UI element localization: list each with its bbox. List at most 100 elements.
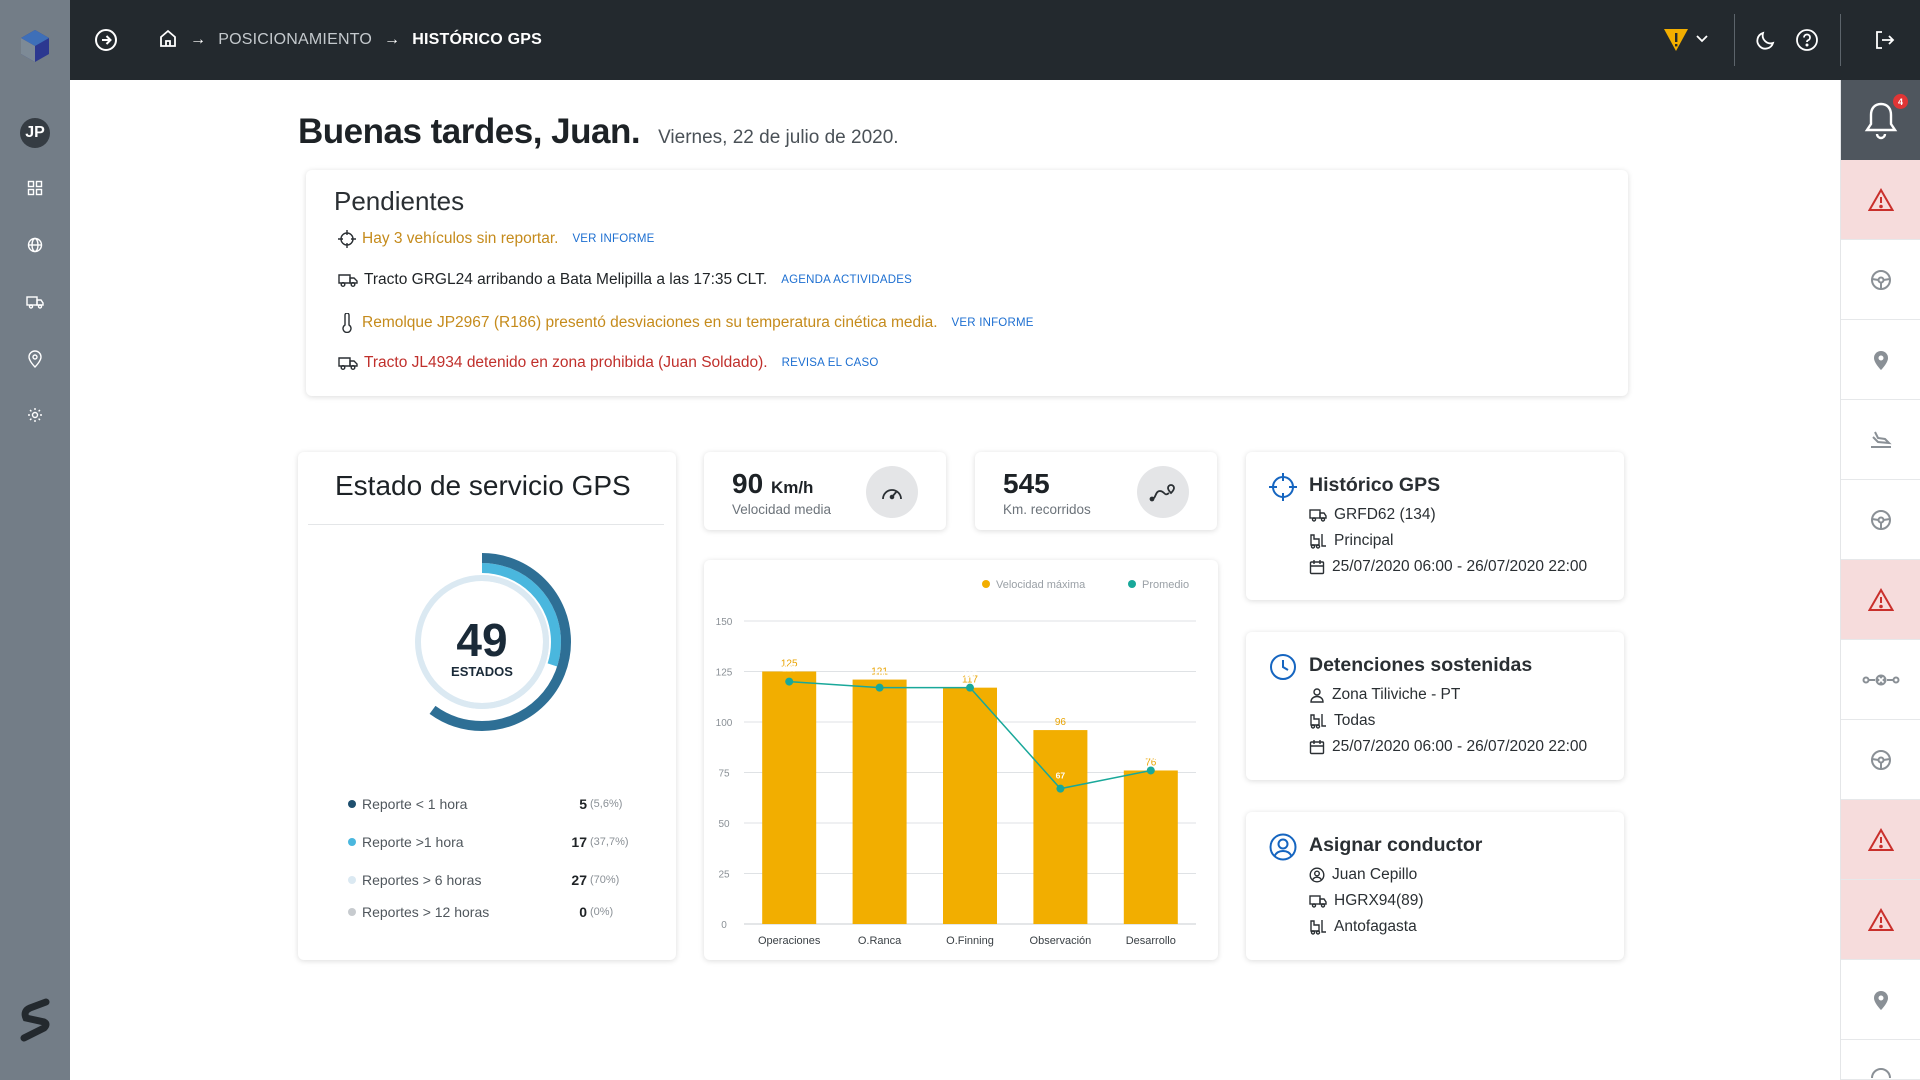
info-row: Principal — [1309, 532, 1393, 550]
speed-value-wrapper: 90 Km/h — [732, 468, 813, 500]
location-pin-icon[interactable] — [1841, 960, 1920, 1040]
steering-wheel-icon[interactable] — [1841, 1040, 1920, 1080]
y-tick-label: 50 — [718, 819, 730, 830]
speed-unit: Km/h — [770, 478, 814, 497]
speed-bar-chart: 0 25 50 75 100 125 150 125 Operaciones 121 O.Ranca… — [716, 579, 1196, 947]
globe-icon[interactable] — [15, 225, 55, 265]
line-value-label: 76 — [1146, 752, 1156, 762]
distance-label: Km. recorridos — [1003, 502, 1091, 517]
info-text: Antofagasta — [1334, 918, 1417, 935]
legend-label: Reportes > 12 horas — [362, 904, 490, 920]
speed-metric-card: 90 Km/h Velocidad media — [704, 452, 946, 530]
pending-card: Pendientes Hay 3 vehículos sin reportar.… — [306, 170, 1628, 396]
crosshair-icon — [1269, 473, 1297, 501]
legend-dot — [348, 908, 356, 916]
asignar-conductor-card[interactable]: Asignar conductor Juan Cepillo HGRX94(89… — [1246, 812, 1624, 960]
legend-value: 17 — [571, 834, 587, 850]
location-pin-icon[interactable] — [1841, 320, 1920, 400]
info-row: HGRX94(89) — [1309, 892, 1424, 910]
legend-dot — [348, 876, 356, 884]
notifications-bell[interactable]: 4 — [1841, 80, 1920, 160]
greeting-title: Buenas tardes, Juan. — [298, 112, 641, 151]
legend-item: Reportes > 6 horas 27 (70%) — [348, 872, 628, 888]
warning-icon[interactable] — [1841, 880, 1920, 960]
warning-icon[interactable] — [1841, 800, 1920, 880]
info-row: Todas — [1309, 712, 1375, 730]
y-tick-label: 150 — [716, 617, 733, 628]
ver-informe-link[interactable]: VER INFORME — [951, 317, 1034, 329]
gps-service-card: Estado de servicio GPS 49 ESTADOS Report… — [298, 452, 676, 960]
thermometer-icon — [342, 313, 352, 333]
historico-gps-card[interactable]: Histórico GPS GRFD62 (134) Principal 25/… — [1246, 452, 1624, 600]
legend-percent: (5,6%) — [590, 798, 623, 810]
info-text: 25/07/2020 06:00 - 26/07/2020 22:00 — [1332, 738, 1588, 755]
forklift-icon — [1310, 920, 1326, 935]
truck-icon — [338, 357, 358, 370]
distance-value: 545 — [1003, 468, 1050, 499]
route-icon — [1137, 466, 1189, 518]
app-logo-icon[interactable] — [15, 26, 55, 66]
legend-dot — [1128, 580, 1136, 588]
ring-middle — [403, 563, 561, 721]
bar-value-label: 76 — [1145, 757, 1157, 768]
bar-value-label: 117 — [962, 675, 978, 686]
dashboard-icon[interactable] — [15, 168, 55, 208]
line-value-label: 67 — [1056, 771, 1066, 781]
info-row: Zona Tiliviche - PT — [1309, 686, 1460, 704]
location-pin-icon[interactable] — [15, 339, 55, 379]
steering-wheel-icon[interactable] — [1841, 240, 1920, 320]
calendar-icon — [1309, 740, 1325, 755]
x-tick-label: Observación — [1030, 935, 1092, 947]
greeting-date: Viernes, 22 de julio de 2020. — [658, 127, 899, 148]
expand-menu-icon[interactable] — [86, 20, 126, 60]
gps-total-value: 49 — [456, 614, 508, 666]
forklift-icon — [1310, 534, 1326, 549]
separator — [1840, 14, 1841, 66]
top-bar: → POSICIONAMIENTO → HISTÓRICO GPS — [70, 0, 1920, 80]
pending-item: Tracto GRGL24 arribando a Bata Melipilla… — [338, 271, 912, 289]
info-text: GRFD62 (134) — [1334, 506, 1436, 523]
truck-icon[interactable] — [15, 282, 55, 322]
pending-text: Tracto GRGL24 arribando a Bata Melipilla… — [364, 271, 768, 288]
gps-status-donut — [393, 553, 571, 731]
alert-dropdown[interactable] — [1656, 20, 1716, 60]
steering-wheel-icon[interactable] — [1841, 480, 1920, 560]
home-icon[interactable] — [158, 28, 178, 53]
breadcrumb-posicionamiento[interactable]: POSICIONAMIENTO — [218, 31, 373, 48]
breadcrumb-historico-gps: HISTÓRICO GPS — [412, 31, 542, 48]
avatar[interactable]: JP — [20, 118, 50, 148]
bar-value-label: 96 — [1055, 717, 1067, 728]
agenda-actividades-link[interactable]: AGENDA ACTIVIDADES — [781, 274, 912, 286]
ver-informe-link[interactable]: VER INFORME — [572, 233, 655, 245]
info-row: 25/07/2020 06:00 - 26/07/2020 22:00 — [1309, 738, 1587, 756]
y-tick-label: 0 — [721, 920, 727, 931]
legend-percent: (37,7%) — [590, 836, 629, 848]
line-point — [1056, 784, 1065, 793]
plane-landing-icon[interactable] — [1841, 400, 1920, 480]
info-text: HGRX94(89) — [1334, 892, 1424, 909]
settings-gear-icon[interactable] — [15, 395, 55, 435]
legend-label: Reporte >1 hora — [362, 834, 464, 850]
help-icon[interactable] — [1787, 20, 1827, 60]
legend-label: Reporte < 1 hora — [362, 796, 468, 812]
detenciones-card[interactable]: Detenciones sostenidas Zona Tiliviche - … — [1246, 632, 1624, 780]
divider — [308, 524, 664, 525]
pending-text: Remolque JP2967 (R186) presentó desviaci… — [362, 314, 938, 331]
chevron-down-icon — [1695, 31, 1709, 49]
warning-icon[interactable] — [1841, 160, 1920, 240]
legend-value: 27 — [571, 872, 587, 888]
link-disconnected-icon[interactable] — [1841, 640, 1920, 720]
revisa-el-caso-link[interactable]: REVISA EL CASO — [781, 357, 879, 369]
pending-item: Tracto JL4934 detenido en zona prohibida… — [338, 354, 879, 372]
y-tick-label: 25 — [718, 870, 730, 881]
speedometer-icon — [866, 466, 918, 518]
warning-icon[interactable] — [1841, 560, 1920, 640]
arrow-right-icon: → — [190, 31, 207, 48]
logout-icon[interactable] — [1864, 20, 1904, 60]
ring-outer — [393, 553, 571, 731]
info-row: Juan Cepillo — [1309, 866, 1417, 884]
dark-mode-moon-icon[interactable] — [1746, 20, 1786, 60]
steering-wheel-icon[interactable] — [1841, 720, 1920, 800]
info-text: 25/07/2020 06:00 - 26/07/2020 22:00 — [1332, 558, 1588, 575]
bar — [1123, 770, 1178, 924]
